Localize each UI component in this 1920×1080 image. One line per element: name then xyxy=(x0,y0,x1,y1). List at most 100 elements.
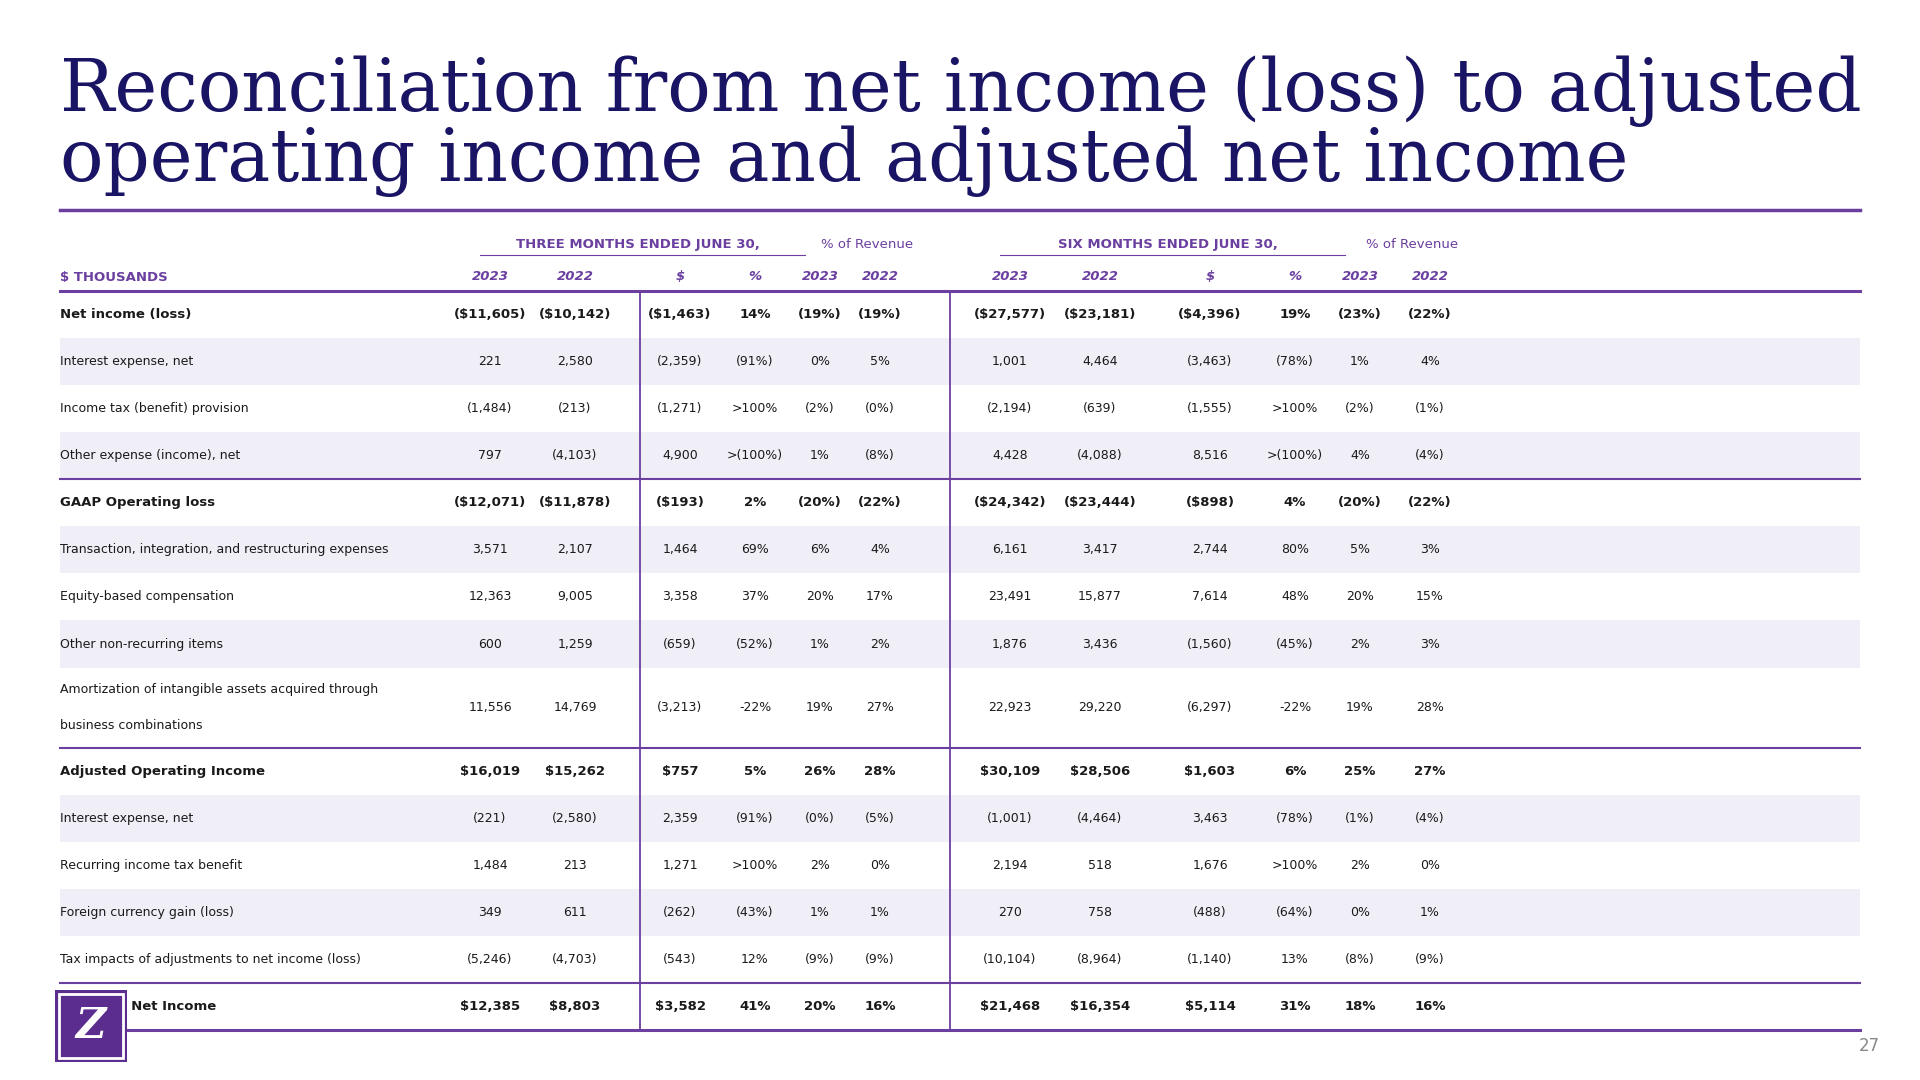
Text: 8,516: 8,516 xyxy=(1192,449,1229,462)
Text: 11,556: 11,556 xyxy=(468,701,513,714)
Text: operating income and adjusted net income: operating income and adjusted net income xyxy=(60,125,1628,197)
Text: (4,088): (4,088) xyxy=(1077,449,1123,462)
Text: 0%: 0% xyxy=(810,355,829,368)
Text: 2%: 2% xyxy=(743,497,766,510)
Text: ($23,181): ($23,181) xyxy=(1064,308,1137,321)
Text: 2023: 2023 xyxy=(472,270,509,283)
Text: 15%: 15% xyxy=(1417,591,1444,604)
Text: (639): (639) xyxy=(1083,402,1117,415)
Text: Interest expense, net: Interest expense, net xyxy=(60,355,194,368)
Text: ($11,605): ($11,605) xyxy=(453,308,526,321)
Bar xyxy=(60,994,123,1058)
Text: (91%): (91%) xyxy=(735,812,774,825)
Text: 14,769: 14,769 xyxy=(553,701,597,714)
Text: 4,428: 4,428 xyxy=(993,449,1027,462)
Text: 2022: 2022 xyxy=(1081,270,1119,283)
Text: (64%): (64%) xyxy=(1277,906,1313,919)
Text: 349: 349 xyxy=(478,906,501,919)
Text: (2,359): (2,359) xyxy=(657,355,703,368)
Text: 15,877: 15,877 xyxy=(1077,591,1121,604)
Text: (78%): (78%) xyxy=(1277,812,1313,825)
Text: 19%: 19% xyxy=(806,701,833,714)
Text: 1%: 1% xyxy=(1421,906,1440,919)
Text: 20%: 20% xyxy=(1346,591,1375,604)
Text: 69%: 69% xyxy=(741,543,768,556)
Text: 14%: 14% xyxy=(739,308,770,321)
Text: Income tax (benefit) provision: Income tax (benefit) provision xyxy=(60,402,248,415)
Text: 758: 758 xyxy=(1089,906,1112,919)
Text: Recurring income tax benefit: Recurring income tax benefit xyxy=(60,859,242,872)
Text: 0%: 0% xyxy=(870,859,891,872)
Text: -22%: -22% xyxy=(1279,701,1311,714)
Text: 5%: 5% xyxy=(870,355,891,368)
Text: 2%: 2% xyxy=(810,859,829,872)
Text: Adjusted Net Income: Adjusted Net Income xyxy=(60,1000,217,1013)
Text: 2%: 2% xyxy=(1350,637,1371,650)
Text: >(100%): >(100%) xyxy=(1267,449,1323,462)
Text: (221): (221) xyxy=(474,812,507,825)
Text: >100%: >100% xyxy=(1271,859,1319,872)
Text: (43%): (43%) xyxy=(735,906,774,919)
Text: (22%): (22%) xyxy=(858,497,902,510)
Text: (659): (659) xyxy=(662,637,697,650)
Text: 20%: 20% xyxy=(806,591,833,604)
Text: (4%): (4%) xyxy=(1415,449,1446,462)
Text: 41%: 41% xyxy=(739,1000,770,1013)
Text: (2%): (2%) xyxy=(804,402,835,415)
Text: Interest expense, net: Interest expense, net xyxy=(60,812,194,825)
Text: GAAP Operating loss: GAAP Operating loss xyxy=(60,497,215,510)
Text: $21,468: $21,468 xyxy=(979,1000,1041,1013)
Text: Adjusted Operating Income: Adjusted Operating Income xyxy=(60,765,265,778)
Text: Reconciliation from net income (loss) to adjusted: Reconciliation from net income (loss) to… xyxy=(60,55,1862,126)
Text: 2,744: 2,744 xyxy=(1192,543,1227,556)
Text: 9,005: 9,005 xyxy=(557,591,593,604)
Text: (3,213): (3,213) xyxy=(657,701,703,714)
Text: (5%): (5%) xyxy=(866,812,895,825)
Text: (488): (488) xyxy=(1192,906,1227,919)
Text: SIX MONTHS ENDED JUNE 30,: SIX MONTHS ENDED JUNE 30, xyxy=(1058,238,1277,251)
Text: (9%): (9%) xyxy=(804,953,835,966)
Text: 22,923: 22,923 xyxy=(989,701,1031,714)
Text: 16%: 16% xyxy=(1415,1000,1446,1013)
Text: 2,107: 2,107 xyxy=(557,543,593,556)
Text: Z: Z xyxy=(75,1005,106,1047)
Text: $8,803: $8,803 xyxy=(549,1000,601,1013)
Text: 80%: 80% xyxy=(1281,543,1309,556)
Text: 1,464: 1,464 xyxy=(662,543,697,556)
Text: 3,571: 3,571 xyxy=(472,543,509,556)
Text: business combinations: business combinations xyxy=(60,718,202,731)
Text: (262): (262) xyxy=(662,906,697,919)
Text: $16,354: $16,354 xyxy=(1069,1000,1131,1013)
Text: 31%: 31% xyxy=(1279,1000,1311,1013)
Text: (1,560): (1,560) xyxy=(1187,637,1233,650)
Text: 4%: 4% xyxy=(870,543,891,556)
Text: 4%: 4% xyxy=(1284,497,1306,510)
Text: Equity-based compensation: Equity-based compensation xyxy=(60,591,234,604)
Text: 6%: 6% xyxy=(810,543,829,556)
Text: 3%: 3% xyxy=(1421,637,1440,650)
Text: (9%): (9%) xyxy=(866,953,895,966)
Text: THREE MONTHS ENDED JUNE 30,: THREE MONTHS ENDED JUNE 30, xyxy=(516,238,760,251)
Text: 1,484: 1,484 xyxy=(472,859,507,872)
Text: $3,582: $3,582 xyxy=(655,1000,705,1013)
Text: 1,676: 1,676 xyxy=(1192,859,1227,872)
Text: 18%: 18% xyxy=(1344,1000,1377,1013)
Text: >100%: >100% xyxy=(732,402,778,415)
Bar xyxy=(60,889,1860,936)
Text: 3,417: 3,417 xyxy=(1083,543,1117,556)
Text: (3,463): (3,463) xyxy=(1187,355,1233,368)
Text: 6,161: 6,161 xyxy=(993,543,1027,556)
Text: %: % xyxy=(1288,270,1302,283)
Text: 25%: 25% xyxy=(1344,765,1377,778)
Text: (6,297): (6,297) xyxy=(1187,701,1233,714)
Text: 1%: 1% xyxy=(810,637,829,650)
Text: $757: $757 xyxy=(662,765,699,778)
Text: 270: 270 xyxy=(998,906,1021,919)
Text: 2,359: 2,359 xyxy=(662,812,697,825)
Text: 23,491: 23,491 xyxy=(989,591,1031,604)
Text: 28%: 28% xyxy=(864,765,897,778)
Text: 4%: 4% xyxy=(1350,449,1371,462)
Text: 19%: 19% xyxy=(1346,701,1375,714)
Text: (1,555): (1,555) xyxy=(1187,402,1233,415)
Text: 2022: 2022 xyxy=(1411,270,1448,283)
